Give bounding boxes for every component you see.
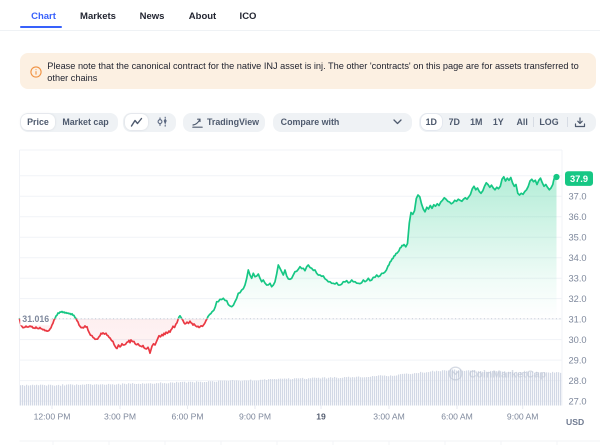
svg-text:37.9: 37.9 xyxy=(570,174,588,184)
svg-text:29.0: 29.0 xyxy=(569,355,587,365)
svg-text:30.0: 30.0 xyxy=(569,335,587,345)
svg-text:3:00 AM: 3:00 AM xyxy=(373,411,405,421)
svg-text:32.0: 32.0 xyxy=(569,294,587,304)
svg-text:36.0: 36.0 xyxy=(569,212,587,222)
svg-text:28.0: 28.0 xyxy=(569,376,587,386)
svg-text:19: 19 xyxy=(316,411,326,421)
svg-text:6:00 AM: 6:00 AM xyxy=(441,411,473,421)
svg-text:6:00 PM: 6:00 PM xyxy=(171,411,203,421)
svg-text:37.0: 37.0 xyxy=(569,192,587,202)
svg-text:35.0: 35.0 xyxy=(569,233,587,243)
svg-text:34.0: 34.0 xyxy=(569,253,587,263)
svg-text:9:00 PM: 9:00 PM xyxy=(239,411,271,421)
svg-text:31.0: 31.0 xyxy=(569,314,587,324)
svg-text:12:00 PM: 12:00 PM xyxy=(34,411,71,421)
svg-text:33.0: 33.0 xyxy=(569,274,587,284)
svg-text:31.016: 31.016 xyxy=(22,314,49,324)
svg-text:27.0: 27.0 xyxy=(569,396,587,406)
svg-text:CoinMarketCap: CoinMarketCap xyxy=(469,369,546,380)
svg-text:USD: USD xyxy=(566,417,584,427)
svg-text:9:00 AM: 9:00 AM xyxy=(507,411,539,421)
svg-text:3:00 PM: 3:00 PM xyxy=(104,411,136,421)
